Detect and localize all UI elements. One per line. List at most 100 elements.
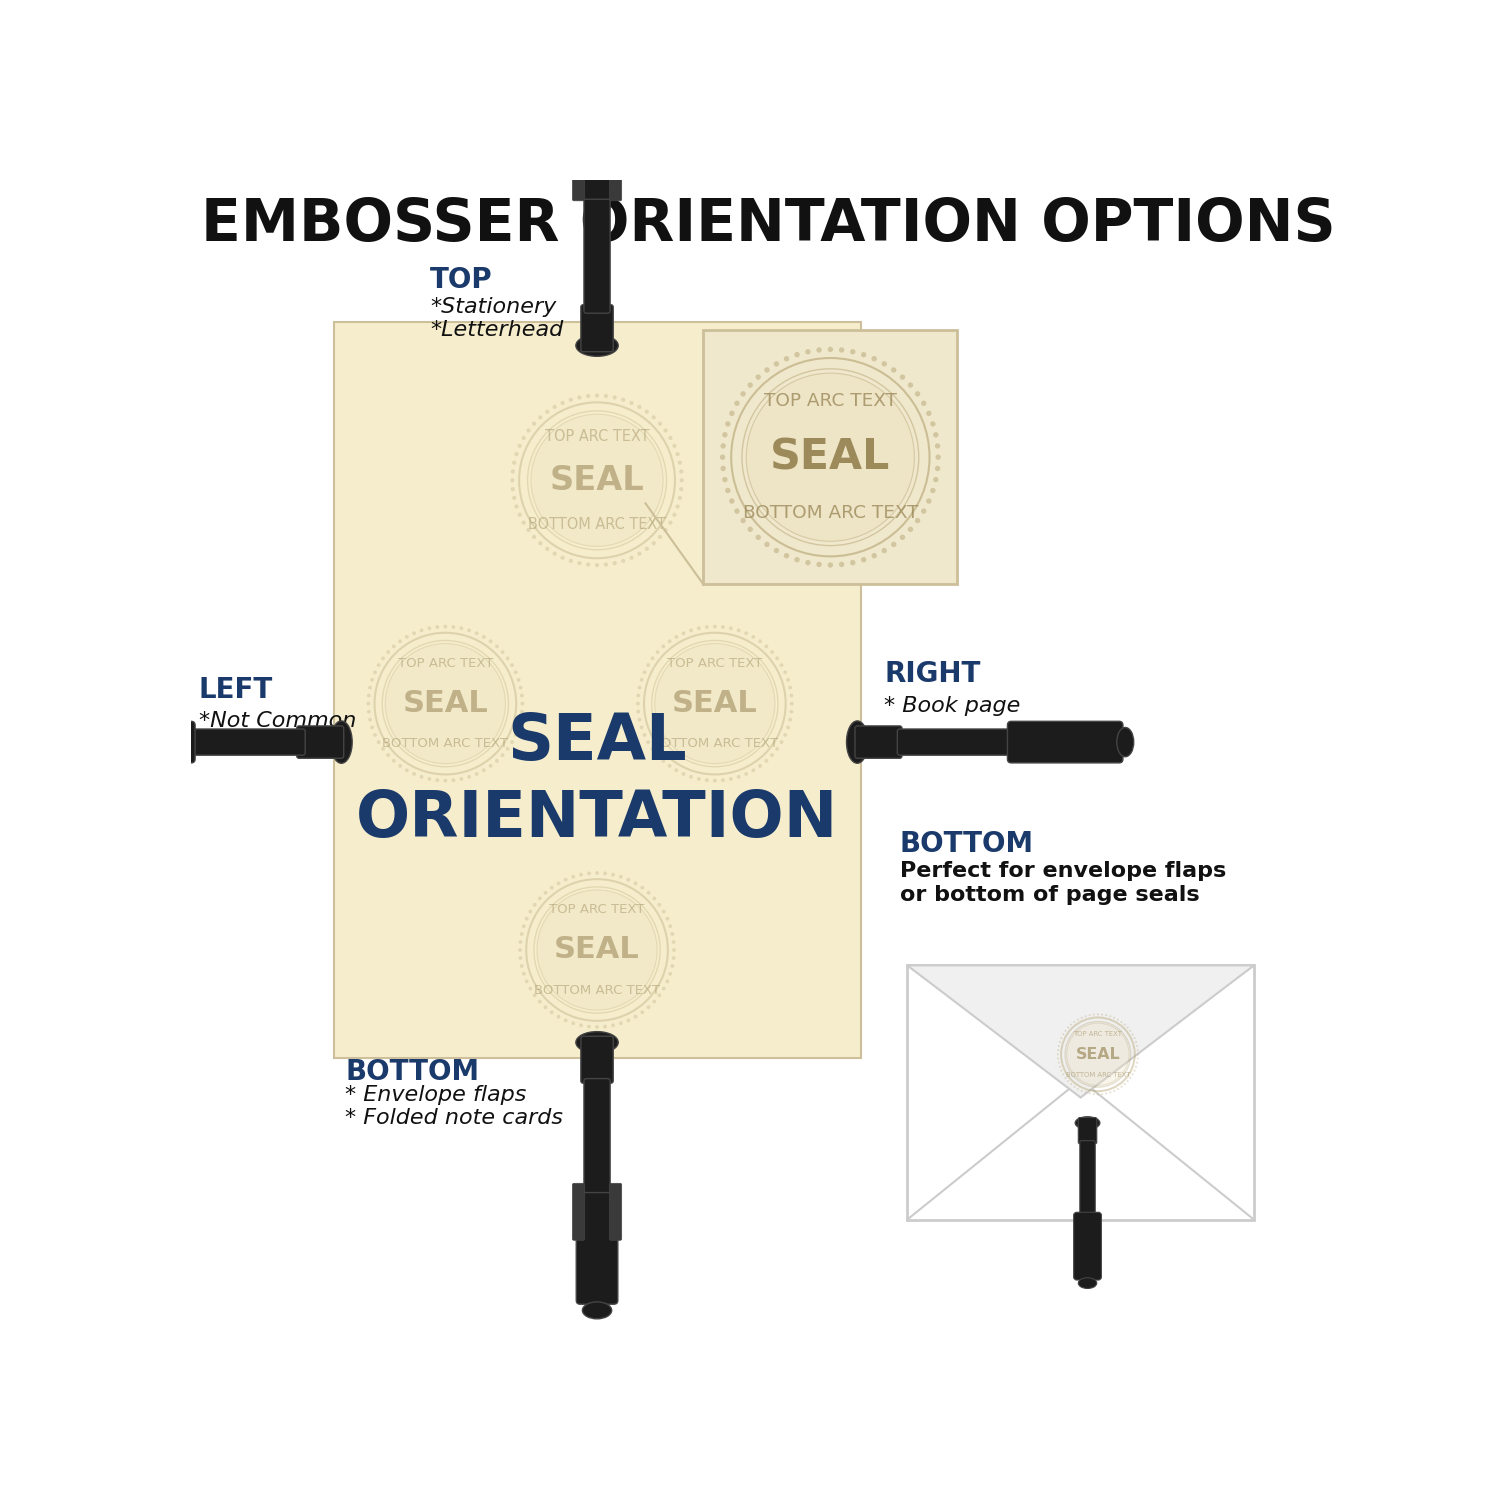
- Text: BOTTOM ARC TEXT: BOTTOM ARC TEXT: [742, 504, 918, 522]
- FancyBboxPatch shape: [333, 322, 861, 1058]
- Circle shape: [1110, 1016, 1112, 1017]
- Circle shape: [1101, 1094, 1102, 1095]
- FancyBboxPatch shape: [609, 144, 621, 201]
- Circle shape: [525, 916, 528, 921]
- Text: BOTTOM ARC TEXT: BOTTOM ARC TEXT: [528, 518, 666, 532]
- Circle shape: [640, 1011, 644, 1014]
- Circle shape: [579, 1023, 584, 1028]
- Circle shape: [520, 964, 524, 968]
- Circle shape: [420, 628, 423, 633]
- Circle shape: [512, 496, 516, 500]
- Circle shape: [736, 628, 741, 633]
- Circle shape: [786, 678, 790, 681]
- Circle shape: [1120, 1086, 1122, 1088]
- Circle shape: [1120, 1022, 1122, 1023]
- Circle shape: [532, 422, 536, 426]
- Circle shape: [636, 702, 640, 705]
- Circle shape: [672, 513, 676, 517]
- Circle shape: [386, 650, 390, 654]
- FancyBboxPatch shape: [855, 726, 901, 759]
- Circle shape: [510, 663, 515, 668]
- Circle shape: [519, 956, 522, 960]
- Circle shape: [374, 670, 376, 674]
- Circle shape: [1124, 1083, 1125, 1084]
- Circle shape: [645, 410, 650, 414]
- Circle shape: [1131, 1074, 1134, 1076]
- FancyBboxPatch shape: [1074, 1212, 1101, 1280]
- Circle shape: [612, 396, 616, 399]
- Circle shape: [789, 693, 794, 698]
- Circle shape: [1062, 1074, 1065, 1076]
- Circle shape: [646, 663, 650, 668]
- Circle shape: [1066, 1080, 1070, 1082]
- Circle shape: [578, 396, 582, 399]
- FancyBboxPatch shape: [584, 1078, 610, 1203]
- Circle shape: [1113, 1017, 1114, 1019]
- Text: * Book page: * Book page: [885, 696, 1020, 715]
- Circle shape: [752, 634, 756, 639]
- Circle shape: [368, 693, 370, 698]
- Circle shape: [670, 932, 675, 936]
- Circle shape: [630, 400, 633, 405]
- Circle shape: [532, 536, 536, 538]
- Circle shape: [720, 454, 724, 460]
- Circle shape: [722, 778, 724, 782]
- Circle shape: [729, 627, 734, 630]
- Circle shape: [518, 444, 522, 448]
- Circle shape: [516, 726, 520, 729]
- Circle shape: [459, 627, 464, 630]
- Circle shape: [556, 1016, 561, 1019]
- Circle shape: [1066, 1026, 1070, 1029]
- Circle shape: [934, 442, 940, 448]
- Circle shape: [642, 670, 646, 674]
- Circle shape: [783, 670, 788, 674]
- Circle shape: [712, 624, 717, 628]
- Circle shape: [900, 534, 904, 540]
- Circle shape: [528, 987, 532, 990]
- Circle shape: [871, 356, 877, 362]
- Circle shape: [444, 624, 447, 628]
- Circle shape: [1124, 1023, 1125, 1026]
- Circle shape: [662, 759, 666, 762]
- Text: BOTTOM ARC TEXT: BOTTOM ARC TEXT: [1065, 1072, 1130, 1078]
- Circle shape: [596, 562, 598, 567]
- Circle shape: [405, 634, 410, 639]
- Circle shape: [537, 890, 657, 1010]
- Circle shape: [669, 436, 672, 439]
- Circle shape: [579, 873, 584, 876]
- Text: *Not Common: *Not Common: [200, 711, 357, 732]
- Circle shape: [698, 627, 700, 630]
- Circle shape: [839, 561, 844, 567]
- Circle shape: [459, 777, 464, 782]
- Circle shape: [386, 753, 390, 758]
- Circle shape: [871, 554, 877, 558]
- Circle shape: [861, 352, 867, 357]
- Text: TOP ARC TEXT: TOP ARC TEXT: [668, 657, 762, 670]
- FancyBboxPatch shape: [573, 144, 585, 201]
- Circle shape: [520, 932, 524, 936]
- Circle shape: [603, 871, 608, 876]
- Text: BOTTOM ARC TEXT: BOTTOM ARC TEXT: [382, 736, 508, 750]
- Circle shape: [526, 528, 531, 532]
- Circle shape: [747, 374, 915, 542]
- Circle shape: [666, 916, 669, 921]
- Circle shape: [680, 488, 684, 492]
- FancyBboxPatch shape: [297, 726, 344, 759]
- Circle shape: [1058, 1048, 1059, 1052]
- Circle shape: [663, 528, 668, 532]
- Circle shape: [638, 405, 642, 410]
- Circle shape: [806, 350, 810, 354]
- Text: SEAL: SEAL: [402, 688, 488, 718]
- Circle shape: [688, 628, 693, 633]
- Circle shape: [427, 777, 432, 782]
- Ellipse shape: [576, 1032, 618, 1053]
- Circle shape: [528, 909, 532, 914]
- Circle shape: [639, 726, 644, 729]
- Circle shape: [658, 536, 662, 538]
- Circle shape: [639, 678, 644, 681]
- Circle shape: [1110, 1092, 1112, 1094]
- Circle shape: [638, 717, 642, 722]
- Circle shape: [642, 734, 646, 736]
- Circle shape: [612, 561, 616, 566]
- Circle shape: [921, 509, 927, 515]
